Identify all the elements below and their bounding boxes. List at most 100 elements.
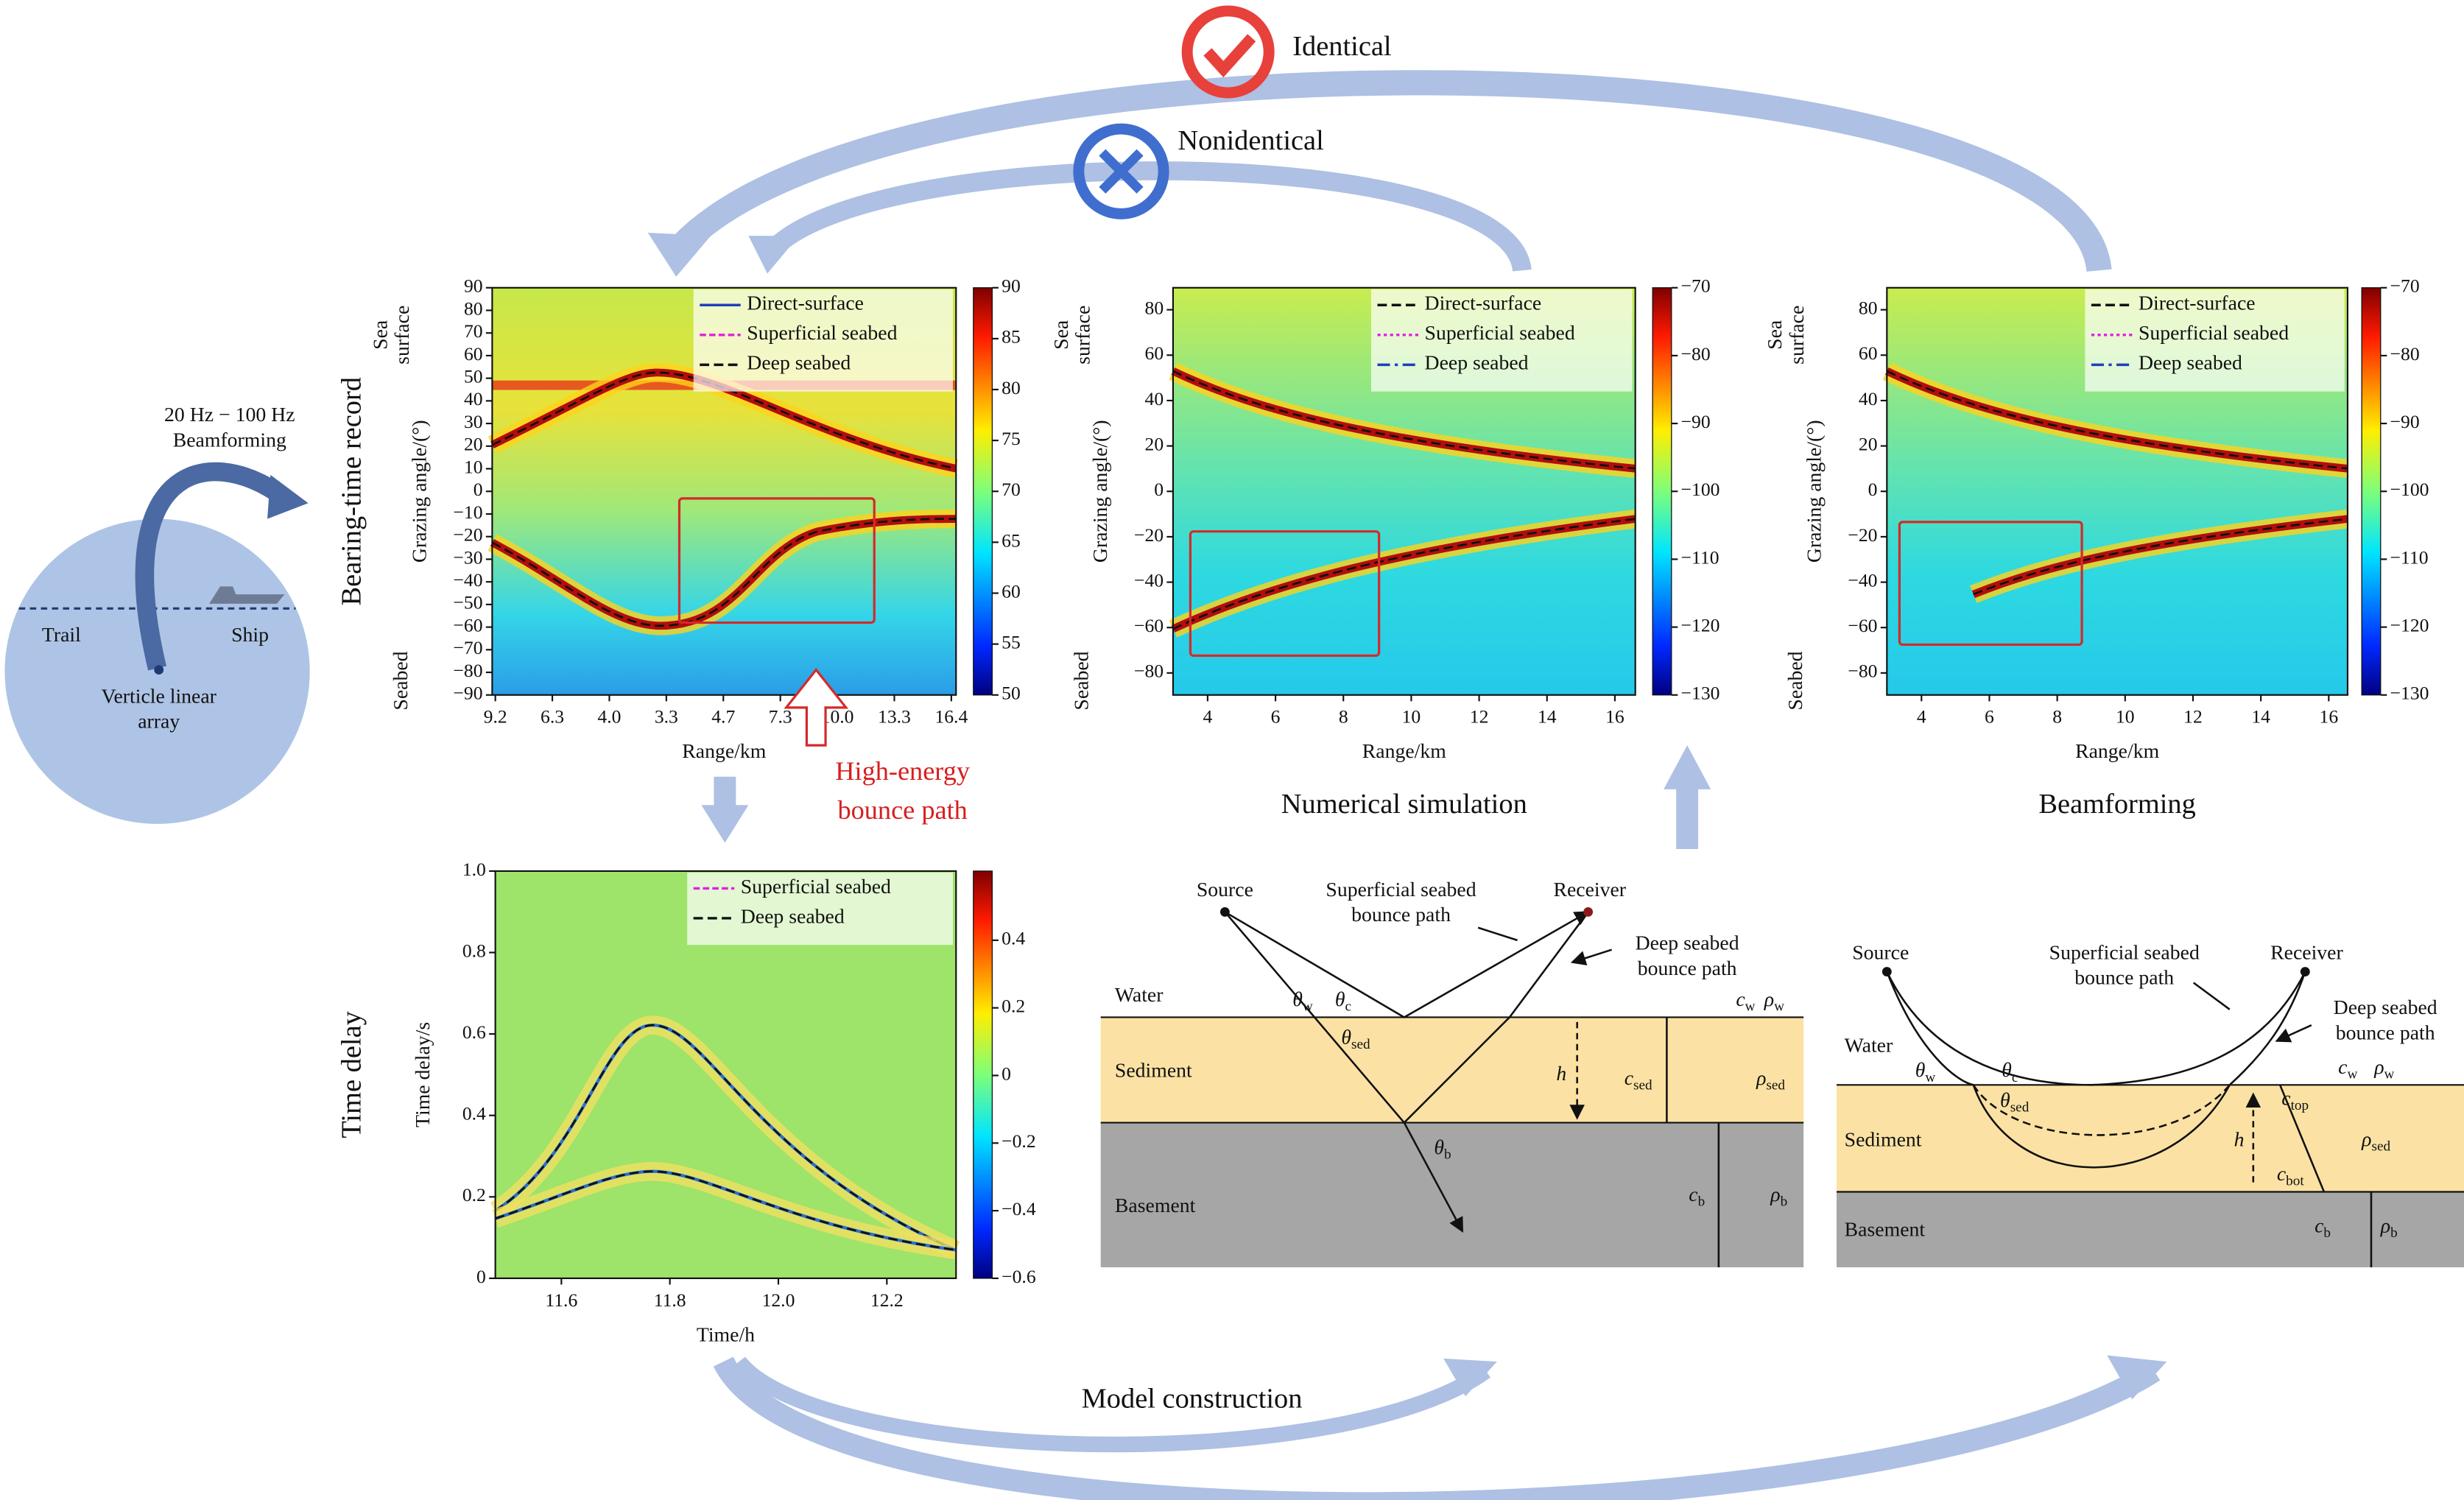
feedback-arrow bbox=[767, 161, 1532, 272]
colorbar-tick-label: 70 bbox=[1002, 479, 1021, 500]
label: Deep seabed bbox=[2334, 996, 2437, 1019]
colorbar bbox=[2361, 287, 2382, 696]
label: Receiver bbox=[2270, 941, 2343, 964]
symbol-base: θ bbox=[1341, 1027, 1351, 1049]
y-tick-label: 40 bbox=[464, 388, 483, 409]
label: Water bbox=[1845, 1034, 1893, 1057]
symbol-base: ρ bbox=[2361, 1129, 2371, 1152]
legend-label: Deep seabed bbox=[741, 905, 845, 928]
y-tick-label: −30 bbox=[454, 546, 483, 568]
x-tick-label: 3.3 bbox=[655, 706, 678, 728]
x-tick-label: 8 bbox=[2052, 706, 2062, 728]
colorbar-tick-label: 75 bbox=[1002, 428, 1021, 449]
colorbar-tick-label: −0.4 bbox=[1002, 1198, 1036, 1219]
y-tick-label: 20 bbox=[1859, 433, 1878, 454]
arrow-head bbox=[267, 474, 309, 519]
colorbar-tick-label: −90 bbox=[1681, 411, 1711, 432]
label: Sediment bbox=[1115, 1060, 1192, 1082]
x-tick-label: 10 bbox=[1402, 706, 1421, 728]
arrow-head bbox=[748, 236, 799, 274]
y-tick-label: 40 bbox=[1859, 388, 1878, 409]
symbol: θc bbox=[1335, 989, 1351, 1015]
x-axis-label: Range/km bbox=[1362, 740, 1446, 763]
x-axis-label: Range/km bbox=[2075, 740, 2159, 763]
y-tick-label: 60 bbox=[464, 343, 483, 365]
check-mark bbox=[1203, 34, 1256, 78]
symbol-sub: b bbox=[2323, 1226, 2331, 1242]
symbol-sub: b bbox=[1698, 1194, 1706, 1210]
rotated-label: surface bbox=[1786, 306, 1809, 365]
label: Basement bbox=[1115, 1194, 1196, 1217]
y-tick-label: −20 bbox=[1134, 524, 1164, 546]
array-dot bbox=[154, 665, 164, 675]
symbol: ρsed bbox=[2361, 1129, 2390, 1155]
y-tick-label: −20 bbox=[1848, 524, 1877, 546]
decoration bbox=[4, 5, 2464, 1500]
symbol-base: c bbox=[1689, 1183, 1698, 1206]
annotation-arrow bbox=[784, 668, 849, 747]
ray bbox=[1403, 1122, 1464, 1233]
legend-box bbox=[687, 873, 953, 946]
y-tick-label: −90 bbox=[454, 683, 483, 704]
cross-icon bbox=[1073, 123, 1169, 219]
x-tick-label: 12 bbox=[1470, 706, 1489, 728]
legend-label: Deep seabed bbox=[2139, 352, 2242, 375]
label: bounce path bbox=[838, 795, 968, 825]
symbol-base: ρ bbox=[1770, 1183, 1780, 1206]
colorbar-tick-label: 80 bbox=[1002, 377, 1021, 398]
symbol: cw bbox=[2338, 1056, 2357, 1082]
panel-title: Numerical simulation bbox=[1281, 789, 1527, 820]
legend-box bbox=[2085, 289, 2345, 392]
ray bbox=[1972, 1084, 2231, 1136]
y-tick-label: −10 bbox=[454, 501, 483, 523]
colorbar-tick-label: −110 bbox=[1681, 546, 1719, 568]
y-tick-label: 80 bbox=[1859, 297, 1878, 319]
symbol-sub: w bbox=[2384, 1067, 2395, 1082]
arrow-head bbox=[701, 805, 749, 843]
x-tick-label: 16.4 bbox=[934, 706, 968, 728]
x-tick-label: 14 bbox=[1538, 706, 1557, 728]
symbol-base: θ bbox=[1915, 1060, 1926, 1082]
symbol-base: c bbox=[2277, 1163, 2287, 1186]
symbol: cb bbox=[1689, 1183, 1705, 1210]
legend-box bbox=[1370, 289, 1633, 392]
symbol-sub: sed bbox=[2371, 1139, 2390, 1155]
symbol-base: c bbox=[2315, 1215, 2324, 1238]
colorbar bbox=[973, 870, 993, 1279]
colorbar-tick-label: −70 bbox=[2390, 275, 2420, 297]
label: bounce path bbox=[1638, 957, 1737, 980]
y-tick-label: −40 bbox=[1134, 569, 1164, 591]
symbol-base: c bbox=[1736, 989, 1745, 1012]
beamforming-arrow bbox=[135, 462, 289, 671]
symbol-base: c bbox=[1625, 1067, 1634, 1090]
label: Deep seabed bbox=[1636, 932, 1739, 955]
colorbar-tick-label: −120 bbox=[2390, 614, 2429, 635]
label: Water bbox=[1115, 984, 1164, 1007]
sediment-layer bbox=[1100, 1017, 1804, 1123]
y-tick-label: 80 bbox=[464, 297, 483, 319]
symbol-sub: c bbox=[1345, 999, 1351, 1015]
symbol-sub: w bbox=[1925, 1070, 1935, 1085]
colorbar-tick-label: 90 bbox=[1002, 275, 1021, 297]
label: High-energy bbox=[835, 756, 970, 786]
rotated-label: Time delay/s bbox=[412, 1022, 434, 1127]
colorbar-tick-label: −100 bbox=[1681, 479, 1720, 500]
rotated-label: surface bbox=[1072, 306, 1095, 365]
legend-label: Superficial seabed bbox=[2139, 322, 2289, 345]
feedback-arrow bbox=[666, 70, 2112, 272]
legend-box bbox=[693, 289, 953, 392]
symbol: θc bbox=[2002, 1060, 2018, 1086]
symbol-base: θ bbox=[1434, 1136, 1444, 1159]
symbol-sub: top bbox=[2291, 1099, 2309, 1114]
y-tick-label: −20 bbox=[454, 524, 483, 546]
label: h bbox=[1556, 1063, 1566, 1085]
colorbar-tick-label: −120 bbox=[1681, 614, 1720, 635]
legend-label: Direct-surface bbox=[2139, 292, 2256, 315]
symbol-sub: c bbox=[2012, 1070, 2018, 1085]
receiver-dot bbox=[2300, 967, 2310, 976]
y-tick-label: 10 bbox=[464, 456, 483, 477]
ship-icon bbox=[209, 586, 285, 604]
y-tick-label: −60 bbox=[1848, 615, 1877, 636]
symbol: θsed bbox=[2000, 1089, 2030, 1116]
